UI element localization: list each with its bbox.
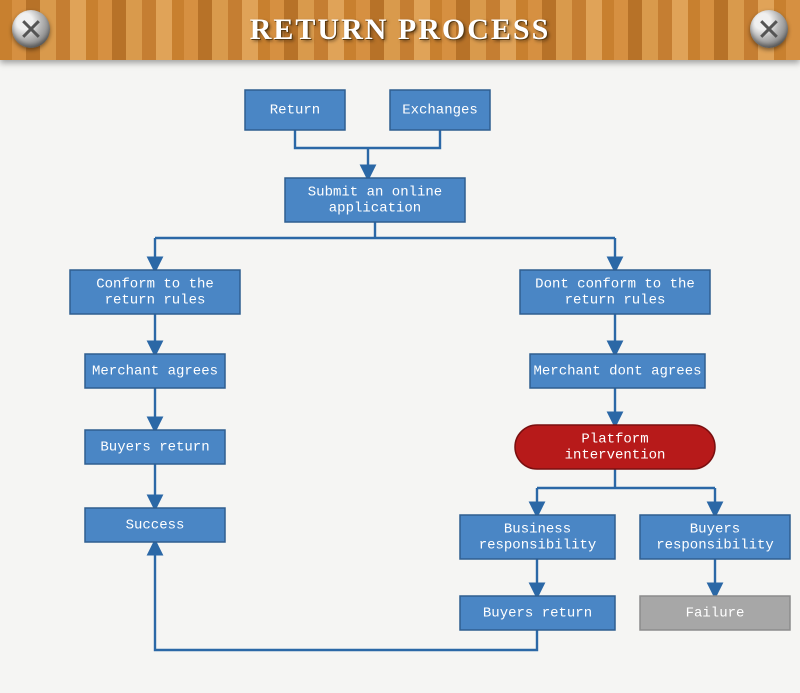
- page-title: RETURN PROCESS: [250, 13, 551, 47]
- flow-node-exchanges: Exchanges: [390, 90, 490, 130]
- svg-text:Dont conform to the: Dont conform to the: [535, 277, 695, 293]
- svg-text:Success: Success: [126, 518, 185, 534]
- flow-node-breturn1: Buyers return: [85, 430, 225, 464]
- svg-text:Submit an online: Submit an online: [308, 185, 442, 201]
- flow-edge: [368, 130, 440, 148]
- svg-text:return rules: return rules: [565, 293, 666, 309]
- screw-icon: [750, 10, 788, 48]
- flow-node-mdont: Merchant dont agrees: [530, 354, 705, 388]
- svg-text:responsibility: responsibility: [479, 538, 597, 554]
- flow-node-submit: Submit an onlineapplication: [285, 178, 465, 222]
- svg-text:Buyers: Buyers: [690, 522, 740, 538]
- svg-text:Conform to the: Conform to the: [96, 277, 214, 293]
- flow-node-buyresp: Buyersresponsibility: [640, 515, 790, 559]
- header-bar: RETURN PROCESS: [0, 0, 800, 60]
- svg-text:application: application: [329, 201, 421, 217]
- svg-text:responsibility: responsibility: [656, 538, 774, 554]
- flow-node-dontconform: Dont conform to thereturn rules: [520, 270, 710, 314]
- svg-text:Merchant agrees: Merchant agrees: [92, 364, 218, 380]
- flow-node-conform: Conform to thereturn rules: [70, 270, 240, 314]
- svg-text:Exchanges: Exchanges: [402, 103, 478, 119]
- svg-text:intervention: intervention: [565, 448, 666, 464]
- screw-icon: [12, 10, 50, 48]
- flow-node-success: Success: [85, 508, 225, 542]
- svg-text:Business: Business: [504, 522, 571, 538]
- flow-edge: [295, 130, 368, 148]
- svg-text:Failure: Failure: [686, 606, 745, 622]
- flow-node-magree: Merchant agrees: [85, 354, 225, 388]
- flow-node-return: Return: [245, 90, 345, 130]
- flowchart: Return Exchanges Submit an onlineapplicati…: [0, 60, 800, 693]
- flow-node-platform: Platformintervention: [515, 425, 715, 469]
- svg-text:Return: Return: [270, 103, 320, 119]
- svg-text:Buyers return: Buyers return: [100, 440, 209, 456]
- flow-node-bizresp: Businessresponsibility: [460, 515, 615, 559]
- flow-node-breturn2: Buyers return: [460, 596, 615, 630]
- flow-node-failure: Failure: [640, 596, 790, 630]
- svg-text:Merchant dont agrees: Merchant dont agrees: [533, 364, 701, 380]
- svg-text:Platform: Platform: [581, 432, 648, 448]
- svg-text:Buyers return: Buyers return: [483, 606, 592, 622]
- svg-text:return rules: return rules: [105, 293, 206, 309]
